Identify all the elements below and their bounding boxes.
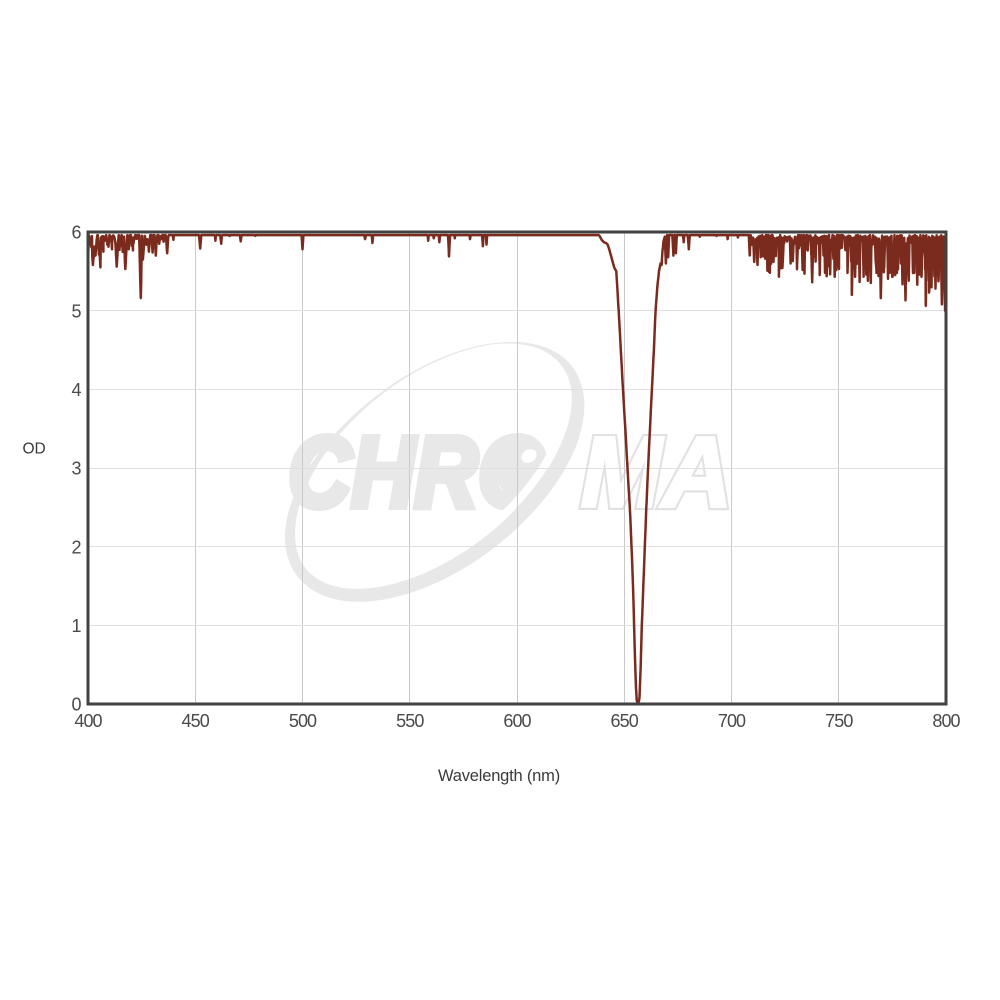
svg-text:Wavelength (nm): Wavelength (nm) [438,767,560,785]
svg-text:650: 650 [611,711,639,731]
svg-text:5: 5 [71,301,81,321]
svg-text:700: 700 [718,711,746,731]
svg-text:MA: MA [581,417,733,529]
svg-text:MA: MA [581,417,733,529]
svg-text:OD: OD [23,441,46,458]
svg-text:600: 600 [503,711,531,731]
svg-text:450: 450 [182,711,210,731]
svg-text:0: 0 [71,695,81,715]
svg-text:550: 550 [396,711,424,731]
svg-text:400: 400 [74,711,102,731]
svg-text:3: 3 [71,459,81,479]
svg-text:500: 500 [289,711,317,731]
svg-text:4: 4 [71,380,81,400]
svg-text:6: 6 [71,223,81,243]
svg-text:800: 800 [932,711,960,731]
svg-text:1: 1 [71,616,81,636]
svg-text:2: 2 [71,537,81,557]
svg-text:750: 750 [825,711,853,731]
